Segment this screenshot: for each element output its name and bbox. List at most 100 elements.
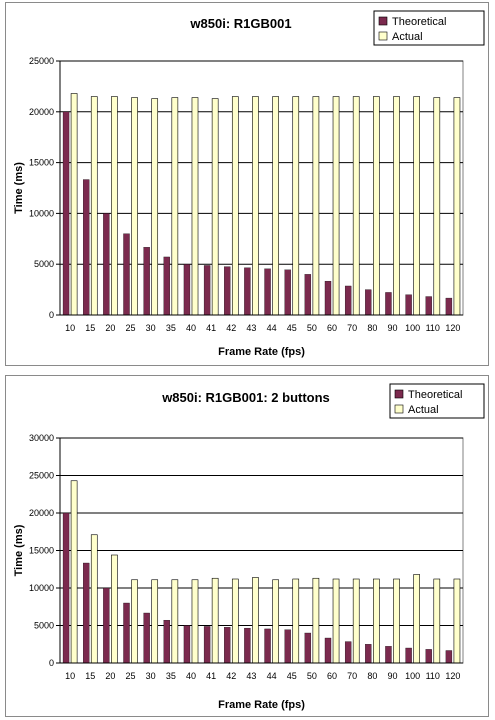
plot-area	[59, 60, 464, 316]
legend-label-1: Actual	[408, 404, 439, 416]
bar-theoretical-100	[405, 294, 412, 316]
x-tick-label: 70	[347, 323, 357, 333]
bar-actual-44	[272, 96, 279, 316]
bar-actual-43	[252, 96, 259, 316]
bar-theoretical-80	[365, 289, 372, 316]
bar-theoretical-100	[405, 647, 412, 664]
bar-actual-43	[252, 577, 259, 664]
bar-actual-60	[332, 578, 340, 664]
x-tick-label: 70	[347, 671, 357, 681]
bar-actual-41	[211, 577, 219, 664]
bar-actual-90	[393, 578, 400, 664]
y-tick-label: 25000	[29, 56, 54, 66]
bar-actual-70	[352, 96, 360, 316]
bar-theoretical-41	[203, 265, 211, 316]
bar-actual-120	[453, 97, 461, 316]
bar-actual-50	[312, 96, 320, 316]
x-tick-label: 43	[246, 323, 256, 333]
x-tick-label: 110	[426, 671, 440, 681]
x-tick-label: 45	[287, 323, 297, 333]
chart-title: w850i: R1GB001: 2 buttons	[161, 390, 330, 405]
bar-theoretical-42	[224, 266, 231, 316]
x-tick-label: 25	[126, 323, 136, 333]
legend-swatch-1	[378, 31, 388, 41]
bar-theoretical-110	[425, 649, 432, 664]
bar-actual-35	[171, 579, 179, 664]
x-tick-label: 15	[85, 671, 95, 681]
x-tick-label: 35	[166, 323, 176, 333]
bar-actual-35	[171, 97, 179, 316]
bar-theoretical-44	[264, 628, 271, 664]
x-tick-label: 60	[327, 323, 337, 333]
bar-theoretical-15	[83, 562, 90, 664]
y-tick-label: 0	[49, 658, 54, 668]
x-axis-label: Frame Rate (fps)	[218, 346, 305, 358]
bar-actual-42	[231, 96, 239, 316]
bar-theoretical-42	[224, 627, 231, 664]
bar-actual-70	[352, 578, 360, 664]
x-tick-label: 10	[65, 323, 75, 333]
bar-actual-80	[373, 96, 380, 316]
bar-actual-15	[90, 96, 98, 316]
x-tick-label: 50	[307, 671, 317, 681]
bar-theoretical-60	[324, 637, 332, 664]
bar-theoretical-90	[385, 292, 392, 316]
x-tick-label: 15	[85, 323, 95, 333]
y-tick-label: 20000	[29, 508, 54, 518]
bar-theoretical-35	[163, 619, 170, 664]
legend-swatch-1	[394, 404, 404, 414]
bar-actual-15	[90, 534, 98, 664]
bar-theoretical-35	[163, 256, 170, 316]
x-tick-label: 120	[445, 671, 460, 681]
bar-theoretical-25	[123, 602, 130, 664]
bar-theoretical-80	[365, 644, 372, 664]
x-tick-label: 42	[226, 671, 236, 681]
x-tick-label: 43	[246, 671, 256, 681]
x-tick-label: 41	[206, 323, 216, 333]
bar-theoretical-20	[103, 213, 110, 316]
x-tick-label: 80	[367, 671, 377, 681]
bar-actual-80	[373, 578, 380, 664]
y-tick-label: 25000	[29, 471, 54, 481]
bar-actual-110	[433, 578, 441, 664]
bar-theoretical-70	[344, 641, 352, 664]
bar-actual-42	[231, 578, 239, 664]
x-tick-label: 20	[105, 671, 115, 681]
bar-actual-100	[413, 96, 420, 316]
x-tick-label: 100	[405, 671, 420, 681]
bar-actual-10	[70, 480, 78, 664]
bar-actual-25	[131, 579, 138, 664]
bar-theoretical-50	[304, 632, 312, 664]
bar-theoretical-45	[284, 629, 291, 664]
bar-theoretical-45	[284, 269, 291, 316]
y-tick-label: 20000	[29, 107, 54, 117]
legend-label-0: Theoretical	[408, 389, 462, 401]
bar-actual-50	[312, 577, 320, 664]
y-tick-label: 0	[49, 310, 54, 320]
x-tick-label: 60	[327, 671, 337, 681]
x-tick-label: 90	[387, 323, 397, 333]
chart-panel-2-buttons: 0 5000 10000 15000 20000 25000 30000 10 15 20 25 30…	[5, 375, 489, 717]
x-tick-label: 120	[445, 323, 460, 333]
y-tick-label: 10000	[29, 208, 54, 218]
x-tick-label: 100	[405, 323, 420, 333]
y-axis-label: Time (ms)	[13, 162, 25, 214]
x-tick-label: 50	[307, 323, 317, 333]
bar-theoretical-70	[344, 285, 352, 316]
bar-theoretical-43	[244, 267, 251, 316]
bar-theoretical-10	[62, 512, 70, 664]
bar-actual-10	[70, 93, 78, 316]
x-tick-label: 10	[65, 671, 75, 681]
x-tick-label: 20	[105, 323, 115, 333]
chart-frame-rate: 0 5000 10000 15000 20000 25000 10 15 20 25 30 35 40 4…	[13, 10, 485, 358]
bar-theoretical-15	[83, 179, 90, 316]
bar-theoretical-120	[445, 297, 453, 316]
y-tick-label: 15000	[29, 546, 54, 556]
bar-theoretical-44	[264, 268, 271, 316]
x-axis-label: Frame Rate (fps)	[218, 699, 305, 711]
bar-theoretical-40	[183, 264, 191, 316]
bar-actual-30	[151, 98, 159, 316]
chart-title: w850i: R1GB001	[189, 16, 291, 31]
bar-theoretical-20	[103, 587, 110, 664]
x-tick-label: 41	[206, 671, 216, 681]
